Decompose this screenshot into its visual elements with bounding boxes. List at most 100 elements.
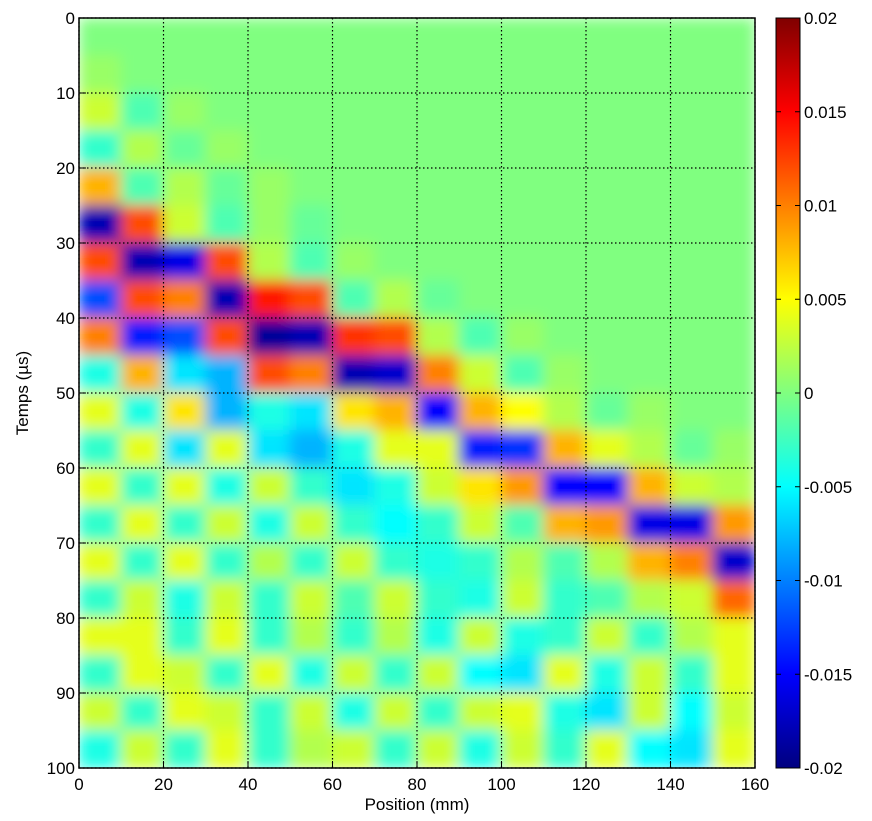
heatmap-cell <box>416 430 460 469</box>
heatmap-cell <box>332 730 376 768</box>
heatmap-cell <box>501 730 545 768</box>
heatmap-cell <box>501 205 545 244</box>
heatmap-cell <box>374 355 418 394</box>
heatmap-cell <box>712 55 755 94</box>
heatmap-cell <box>205 280 249 319</box>
heatmap-cell <box>416 205 460 244</box>
heatmap-cell <box>205 130 249 169</box>
x-axis-label: Position (mm) <box>365 795 470 814</box>
heatmap-cell <box>627 692 671 731</box>
heatmap-cell <box>416 467 460 506</box>
heatmap-cell <box>501 692 545 731</box>
heatmap-cell <box>289 280 333 319</box>
heatmap-cell <box>163 242 207 281</box>
heatmap-cell <box>163 692 207 731</box>
heatmap-cell <box>501 655 545 694</box>
x-tick-label: 40 <box>239 775 258 794</box>
heatmap-cell <box>247 55 291 94</box>
heatmap-cell <box>712 655 755 694</box>
heatmap-cell <box>120 355 164 394</box>
heatmap-cell <box>332 392 376 431</box>
heatmap-cell <box>205 692 249 731</box>
y-tick-label: 70 <box>56 534 75 553</box>
colorbar-tick-label: -0.01 <box>804 572 843 591</box>
heatmap-cell <box>374 317 418 356</box>
heatmap-cell <box>712 730 755 768</box>
heatmap-cell <box>712 542 755 581</box>
heatmap-cell <box>289 430 333 469</box>
heatmap-cell <box>543 580 587 619</box>
heatmap-cell <box>712 167 755 206</box>
heatmap-cell <box>670 205 714 244</box>
heatmap-cell <box>712 580 755 619</box>
heatmap-cell <box>416 692 460 731</box>
heatmap-cell <box>79 505 122 544</box>
heatmap-cell <box>543 317 587 356</box>
heatmap-cell <box>120 18 164 56</box>
heatmap-cell <box>332 355 376 394</box>
heatmap-cell <box>247 280 291 319</box>
heatmap-cell <box>585 167 629 206</box>
heatmap-cell <box>543 692 587 731</box>
heatmap-cell <box>627 542 671 581</box>
x-tick-label: 160 <box>741 775 769 794</box>
heatmap-cell <box>289 617 333 656</box>
heatmap-cell <box>627 392 671 431</box>
heatmap-cell <box>670 18 714 56</box>
heatmap-cell <box>416 18 460 56</box>
heatmap-cell <box>79 467 122 506</box>
heatmap-cell <box>585 280 629 319</box>
heatmap-cell <box>374 242 418 281</box>
heatmap-cell <box>374 18 418 56</box>
heatmap-cell <box>627 467 671 506</box>
y-tick-label: 50 <box>56 384 75 403</box>
heatmap-cell <box>712 355 755 394</box>
heatmap-cell <box>712 392 755 431</box>
heatmap-cell <box>332 55 376 94</box>
x-tick-label: 100 <box>487 775 515 794</box>
heatmap-cell <box>458 317 502 356</box>
heatmap-cell <box>247 130 291 169</box>
heatmap-cell <box>163 317 207 356</box>
heatmap-cell <box>585 205 629 244</box>
heatmap-cell <box>543 130 587 169</box>
heatmap-cell <box>289 205 333 244</box>
heatmap-cell <box>163 392 207 431</box>
heatmap-cell <box>458 130 502 169</box>
heatmap-cell <box>543 280 587 319</box>
colorbar-tick-label: 0 <box>804 384 813 403</box>
heatmap-cell <box>332 580 376 619</box>
heatmap-cell <box>374 430 418 469</box>
heatmap-cell <box>543 655 587 694</box>
heatmap-cell <box>501 467 545 506</box>
heatmap-cell <box>79 205 122 244</box>
heatmap-cell <box>120 655 164 694</box>
y-tick-label: 80 <box>56 609 75 628</box>
heatmap-cell <box>458 617 502 656</box>
heatmap-cell <box>627 730 671 768</box>
colorbar-tick-label: 0.005 <box>804 290 847 309</box>
heatmap-cell <box>627 92 671 131</box>
heatmap-cell <box>163 617 207 656</box>
heatmap-cell <box>247 542 291 581</box>
heatmap-cell <box>458 692 502 731</box>
heatmap-cell <box>416 655 460 694</box>
heatmap-cell <box>416 55 460 94</box>
heatmap-cell <box>627 430 671 469</box>
heatmap-cell <box>247 505 291 544</box>
heatmap-cell <box>79 580 122 619</box>
heatmap-cell <box>79 130 122 169</box>
heatmap-cell <box>205 655 249 694</box>
heatmap-cell <box>585 392 629 431</box>
heatmap-cell <box>332 542 376 581</box>
heatmap-cell <box>163 580 207 619</box>
heatmap-cell <box>374 467 418 506</box>
heatmap-cell <box>79 355 122 394</box>
heatmap-cell <box>332 692 376 731</box>
heatmap-cell <box>79 18 122 56</box>
heatmap-cell <box>79 617 122 656</box>
heatmap-cell <box>712 317 755 356</box>
heatmap-cell <box>120 92 164 131</box>
heatmap-cell <box>627 617 671 656</box>
heatmap-cell <box>247 92 291 131</box>
